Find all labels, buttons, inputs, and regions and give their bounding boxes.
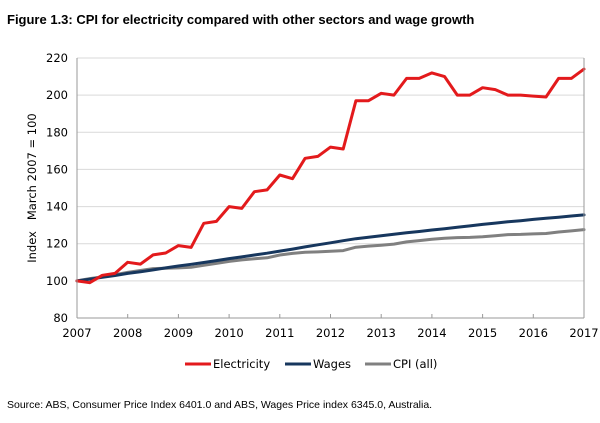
x-tick-label: 2010 [214,326,243,340]
figure-title: Figure 1.3: CPI for electricity compared… [7,12,475,27]
legend-item: CPI (all) [365,357,437,371]
legend-label: Wages [313,357,351,371]
y-tick-label: 140 [46,200,68,214]
y-axis-title: Index March 2007 = 100 [25,113,39,263]
y-tick-label: 100 [46,274,68,288]
x-tick-label: 2007 [62,326,91,340]
y-tick-label: 180 [46,125,68,139]
legend-item: Wages [285,357,351,371]
legend-item: Electricity [185,357,270,371]
x-tick-label: 2012 [316,326,345,340]
series-line-wages [75,213,586,283]
x-tick-label: 2011 [265,326,294,340]
x-tick-label: 2015 [468,326,497,340]
series-lines [75,67,586,285]
series-line-electricity [75,67,586,285]
legend-label: Electricity [213,357,270,371]
y-tick-label: 160 [46,162,68,176]
y-tick-label: 120 [46,237,68,251]
y-tick-label: 80 [53,311,68,325]
x-tick-label: 2009 [164,326,193,340]
x-tick-label: 2014 [417,326,446,340]
y-axis-ticks: 80 100 120 140 160 180 200 220 [46,51,68,325]
legend: Electricity Wages CPI (all) [185,357,437,371]
y-tick-label: 200 [46,88,68,102]
gridlines [77,57,584,282]
source-note: Source: ABS, Consumer Price Index 6401.0… [7,399,433,411]
y-tick-label: 220 [46,51,68,65]
x-tick-label: 2016 [519,326,548,340]
x-axis-ticks: 2007 2008 2009 2010 2011 2012 2013 2014 2015 2016… [62,314,599,340]
x-tick-label: 2013 [367,326,396,340]
x-tick-label: 2008 [113,326,142,340]
legend-label: CPI (all) [393,357,437,371]
x-tick-label: 2017 [569,326,598,340]
